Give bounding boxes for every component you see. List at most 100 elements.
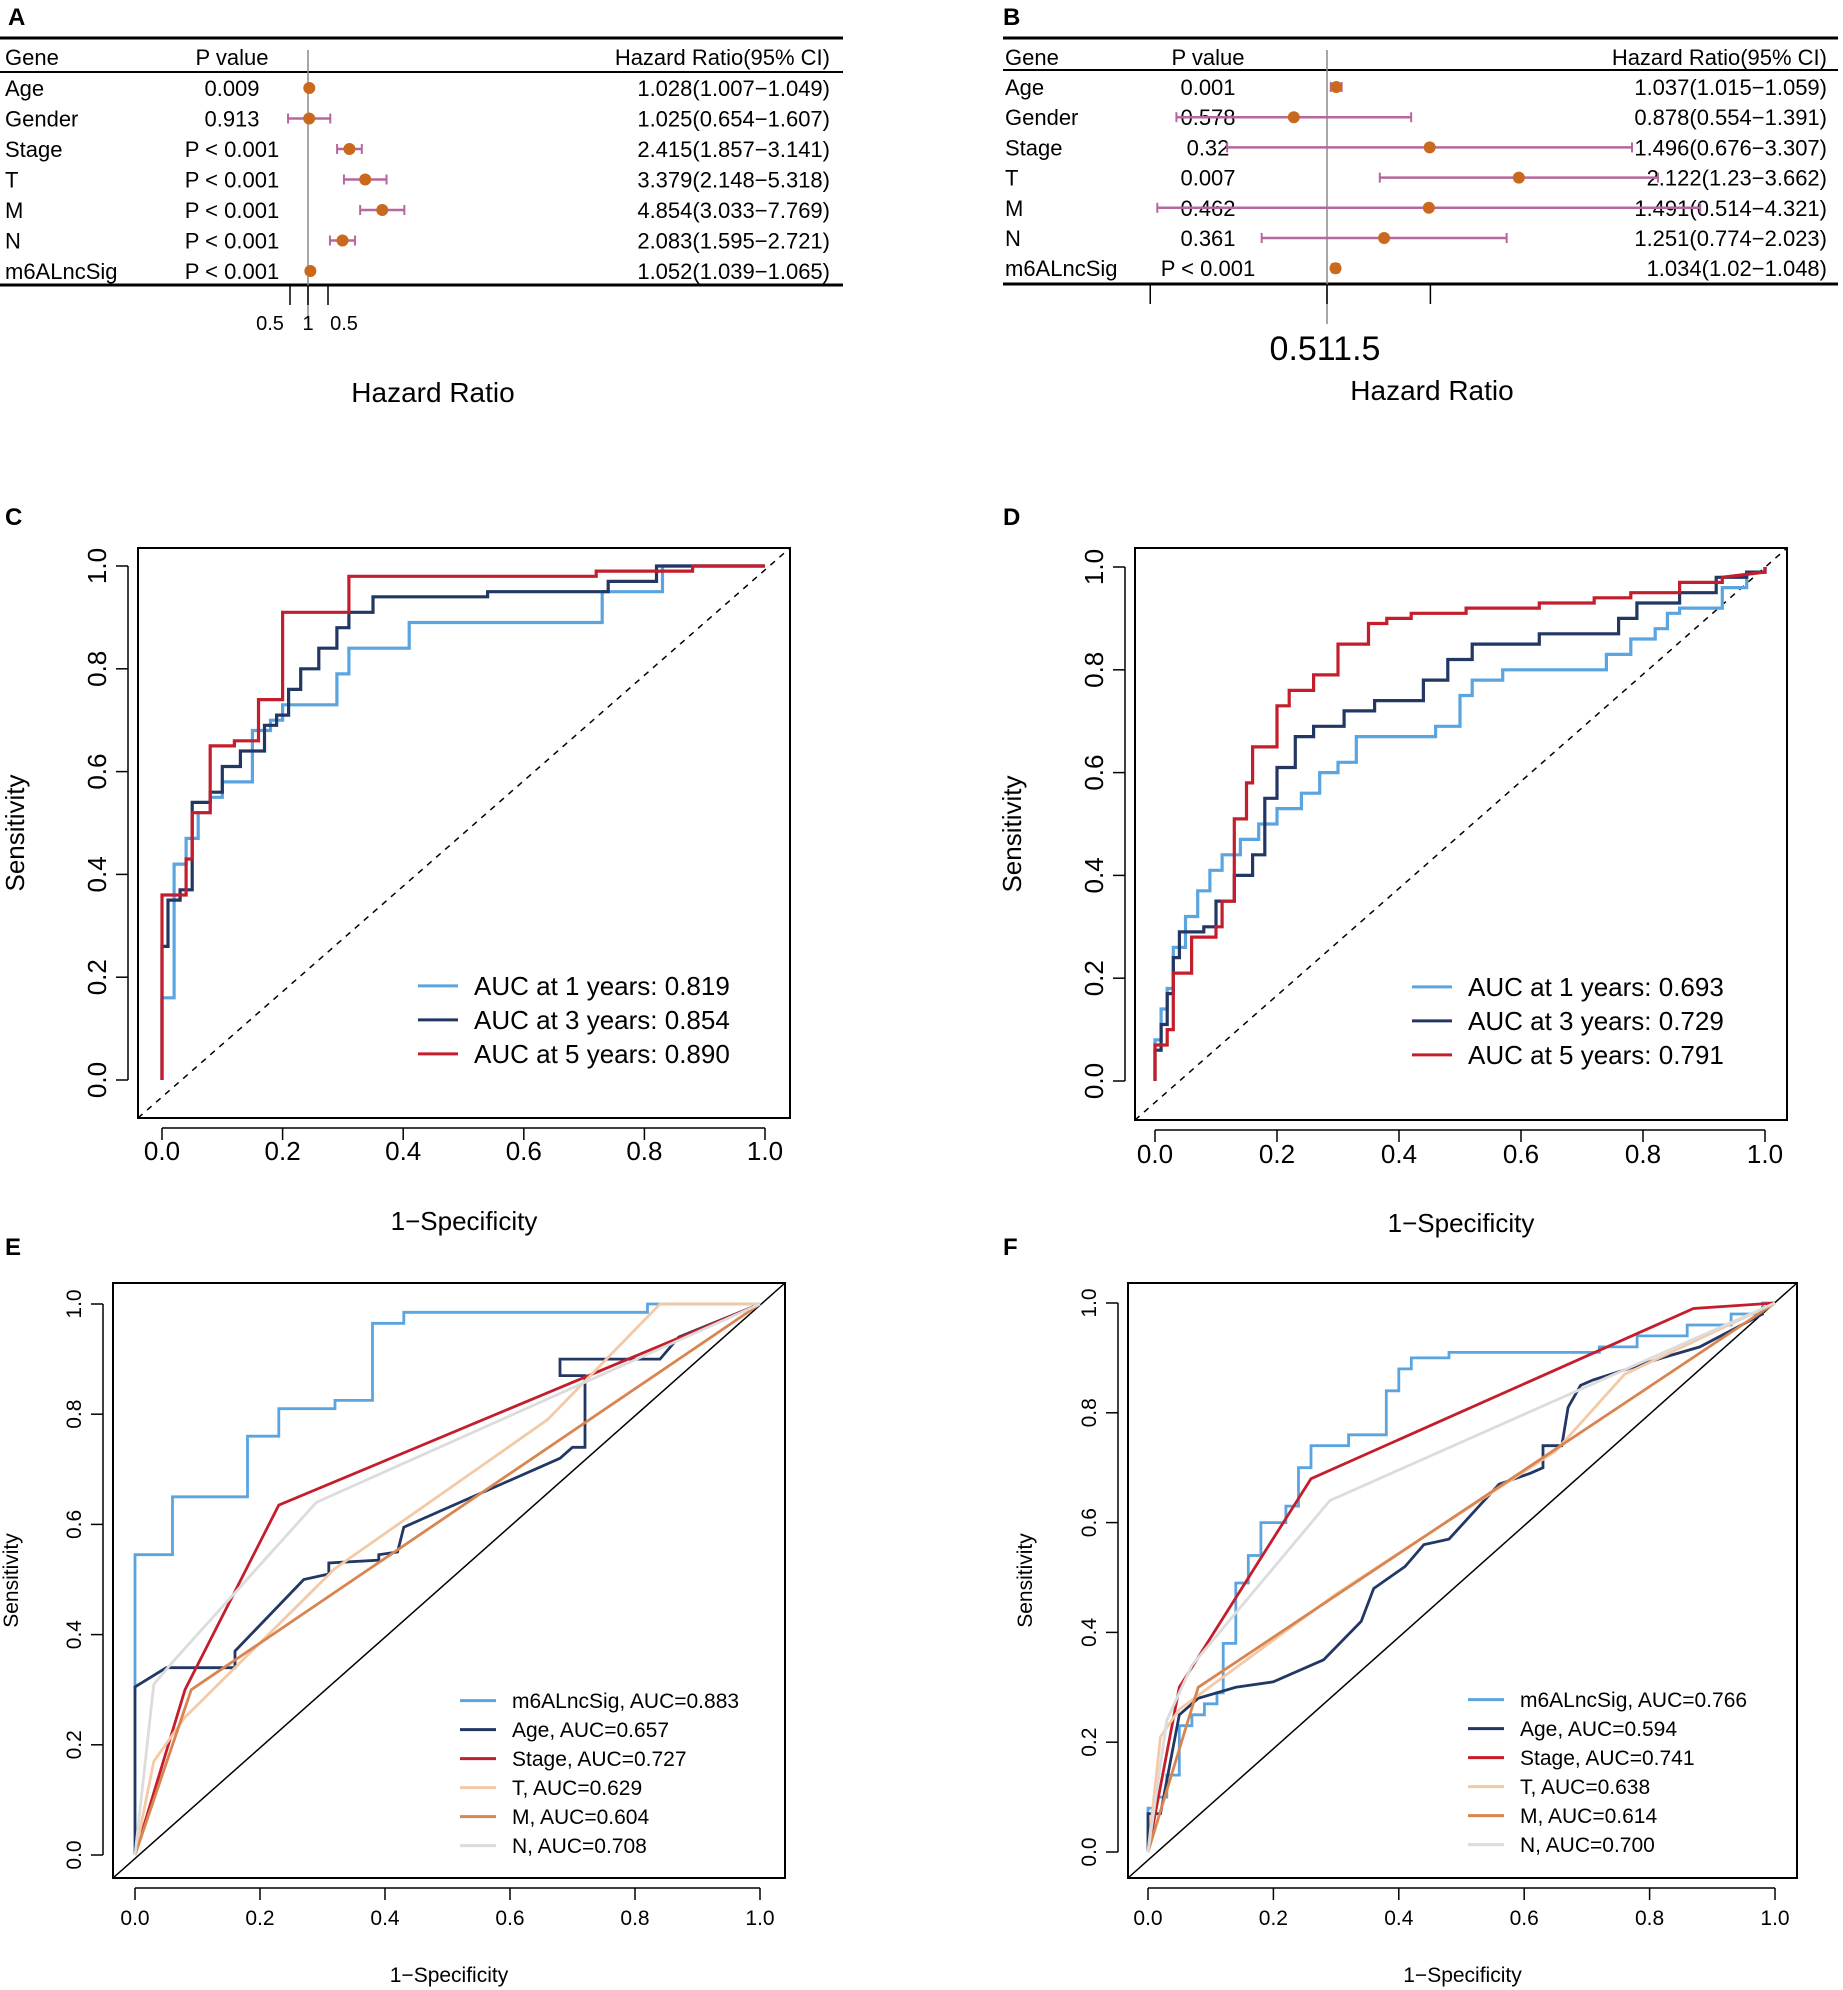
x-tick-label: 0.4 <box>370 1907 400 1930</box>
x-tick-label: 1.0 <box>1760 1907 1789 1930</box>
y-tick-label: 1.0 <box>63 1289 86 1318</box>
hazard-ratio-point <box>304 265 317 277</box>
legend: AUC at 1 years: 0.819 AUC at 3 years: 0.8… <box>418 971 730 1069</box>
hazard-ratio-point <box>336 234 349 247</box>
x-axis-title: 1−Specificity <box>391 1206 538 1236</box>
diagonal-reference-line <box>1134 547 1788 1121</box>
row-gene-label: Gender <box>1005 105 1078 130</box>
y-tick-label: 0.8 <box>82 651 112 687</box>
row-gene-label: m6ALncSig <box>1005 256 1118 281</box>
y-tick-label: 0.2 <box>1078 1728 1101 1757</box>
row-pvalue: P < 0.001 <box>185 168 279 193</box>
roc-curve <box>160 564 765 1080</box>
plot-frame <box>1127 1282 1798 1879</box>
row-hazard-ratio-text: 1.028(1.007−1.049) <box>637 76 830 101</box>
column-header-hazard-ratio: Hazard Ratio(95% CI) <box>1612 45 1827 70</box>
legend-label: N, AUC=0.700 <box>1520 1834 1655 1857</box>
x-tick-label: 1.0 <box>747 1136 783 1166</box>
y-tick-label: 0.2 <box>63 1730 86 1759</box>
x-tick-label: 0.0 <box>144 1136 180 1166</box>
legend-label: AUC at 5 years: 0.890 <box>474 1039 730 1069</box>
roc-plot-e: E 0.0 0.2 0.4 0.6 0.8 1.0 0.0 0.2 0.4 0.6 0.8 1.0 1−S… <box>0 1234 786 1987</box>
diagonal-reference-line <box>1127 1282 1798 1879</box>
row-pvalue: 0.007 <box>1180 166 1235 191</box>
column-header-gene: Gene <box>1005 45 1059 70</box>
legend-label: M, AUC=0.614 <box>1520 1805 1657 1828</box>
roc-plot-f: F 0.0 0.2 0.4 0.6 0.8 1.0 0.0 0.2 0.4 0.6 0.8 1.0 1−S… <box>1003 1234 1798 1987</box>
y-tick-label: 1.0 <box>82 548 112 584</box>
roc-curve <box>1153 567 1767 1081</box>
row-pvalue: 0.32 <box>1187 135 1230 160</box>
y-tick-label: 0.8 <box>63 1400 86 1429</box>
column-header-hazard-ratio: Hazard Ratio(95% CI) <box>615 45 830 70</box>
y-tick-label: 0.2 <box>1079 960 1109 996</box>
legend-label: Age, AUC=0.594 <box>1520 1718 1677 1741</box>
x-tick-label: 0.6 <box>1503 1139 1539 1169</box>
hazard-ratio-point <box>1329 262 1342 275</box>
roc-curve <box>1146 1301 1776 1853</box>
x-tick-label: 0.2 <box>245 1907 274 1930</box>
legend: AUC at 1 years: 0.693 AUC at 3 years: 0.7… <box>1412 972 1724 1070</box>
row-gene-label: Stage <box>5 137 63 162</box>
x-tick-label: 0.4 <box>1384 1907 1414 1930</box>
forest-plot-a: A Gene P value Hazard Ratio(95% CI) Age 0.009… <box>0 4 843 408</box>
panel-label: D <box>1003 504 1020 531</box>
x-axis-title: Hazard Ratio <box>351 377 514 408</box>
panel-label: F <box>1003 1234 1018 1261</box>
row-hazard-ratio-text: 2.122(1.23−3.662) <box>1647 166 1827 191</box>
y-tick-label: 0.6 <box>1078 1508 1101 1537</box>
roc-curve <box>133 1302 761 1856</box>
row-pvalue: P < 0.001 <box>185 137 279 162</box>
y-axis-title: Sensitivity <box>0 1533 23 1628</box>
roc-curve <box>133 1302 760 1690</box>
plot-frame <box>1134 547 1788 1121</box>
y-axis-title: Sensitivity <box>0 774 30 891</box>
y-axis-title: Sensitivity <box>1014 1533 1037 1628</box>
roc-curve <box>133 1302 761 1855</box>
hazard-ratio-point <box>376 204 389 216</box>
row-gene-label: M <box>1005 196 1023 221</box>
hazard-ratio-point <box>303 82 316 94</box>
row-gene-label: Age <box>5 76 44 101</box>
legend-label: m6ALncSig, AUC=0.766 <box>1520 1689 1747 1712</box>
x-tick-label: 0.2 <box>265 1136 301 1166</box>
x-axis-title: 1−Specificity <box>1388 1208 1535 1238</box>
plot-frame <box>137 547 791 1119</box>
roc-curve <box>133 1302 760 1856</box>
row-pvalue: 0.009 <box>204 76 259 101</box>
x-tick-label: 0.8 <box>626 1136 662 1166</box>
legend-label: Stage, AUC=0.741 <box>1520 1747 1695 1770</box>
x-tick-label: 0.4 <box>385 1136 421 1166</box>
axis-tick-label: 1 <box>302 313 313 335</box>
y-tick-label: 0.4 <box>1078 1617 1101 1647</box>
x-tick-label: 0.2 <box>1259 1139 1295 1169</box>
legend-label: T, AUC=0.629 <box>512 1777 642 1800</box>
x-tick-label: 0.8 <box>620 1907 649 1930</box>
roc-curve <box>133 1302 761 1856</box>
y-tick-label: 0.8 <box>1079 652 1109 688</box>
legend: m6ALncSig, AUC=0.883 Age, AUC=0.657 Stage,… <box>460 1690 739 1858</box>
legend-label: T, AUC=0.638 <box>1520 1776 1650 1799</box>
row-hazard-ratio-text: 1.496(0.676−3.307) <box>1634 135 1827 160</box>
row-gene-label: Stage <box>1005 135 1063 160</box>
x-tick-label: 0.0 <box>1137 1139 1173 1169</box>
row-hazard-ratio-text: 1.037(1.015−1.059) <box>1634 75 1827 100</box>
row-gene-label: Gender <box>5 107 78 132</box>
column-header-pvalue: P value <box>196 45 269 70</box>
y-tick-label: 0.0 <box>63 1840 86 1869</box>
row-gene-label: N <box>5 229 21 254</box>
diagonal-reference-line <box>137 547 791 1119</box>
legend-label: m6ALncSig, AUC=0.883 <box>512 1690 739 1713</box>
row-hazard-ratio-text: 0.878(0.554−1.391) <box>1634 105 1827 130</box>
roc-curve <box>160 564 765 1080</box>
roc-curve <box>133 1302 761 1856</box>
x-tick-label: 0.6 <box>1510 1907 1539 1930</box>
legend-label: AUC at 1 years: 0.693 <box>1468 972 1724 1002</box>
row-pvalue: 0.361 <box>1180 226 1235 251</box>
hazard-ratio-point <box>303 112 316 125</box>
y-tick-label: 0.0 <box>82 1062 112 1098</box>
row-gene-label: M <box>5 198 23 223</box>
hazard-ratio-point <box>1422 201 1435 214</box>
x-tick-label: 1.0 <box>1747 1139 1783 1169</box>
